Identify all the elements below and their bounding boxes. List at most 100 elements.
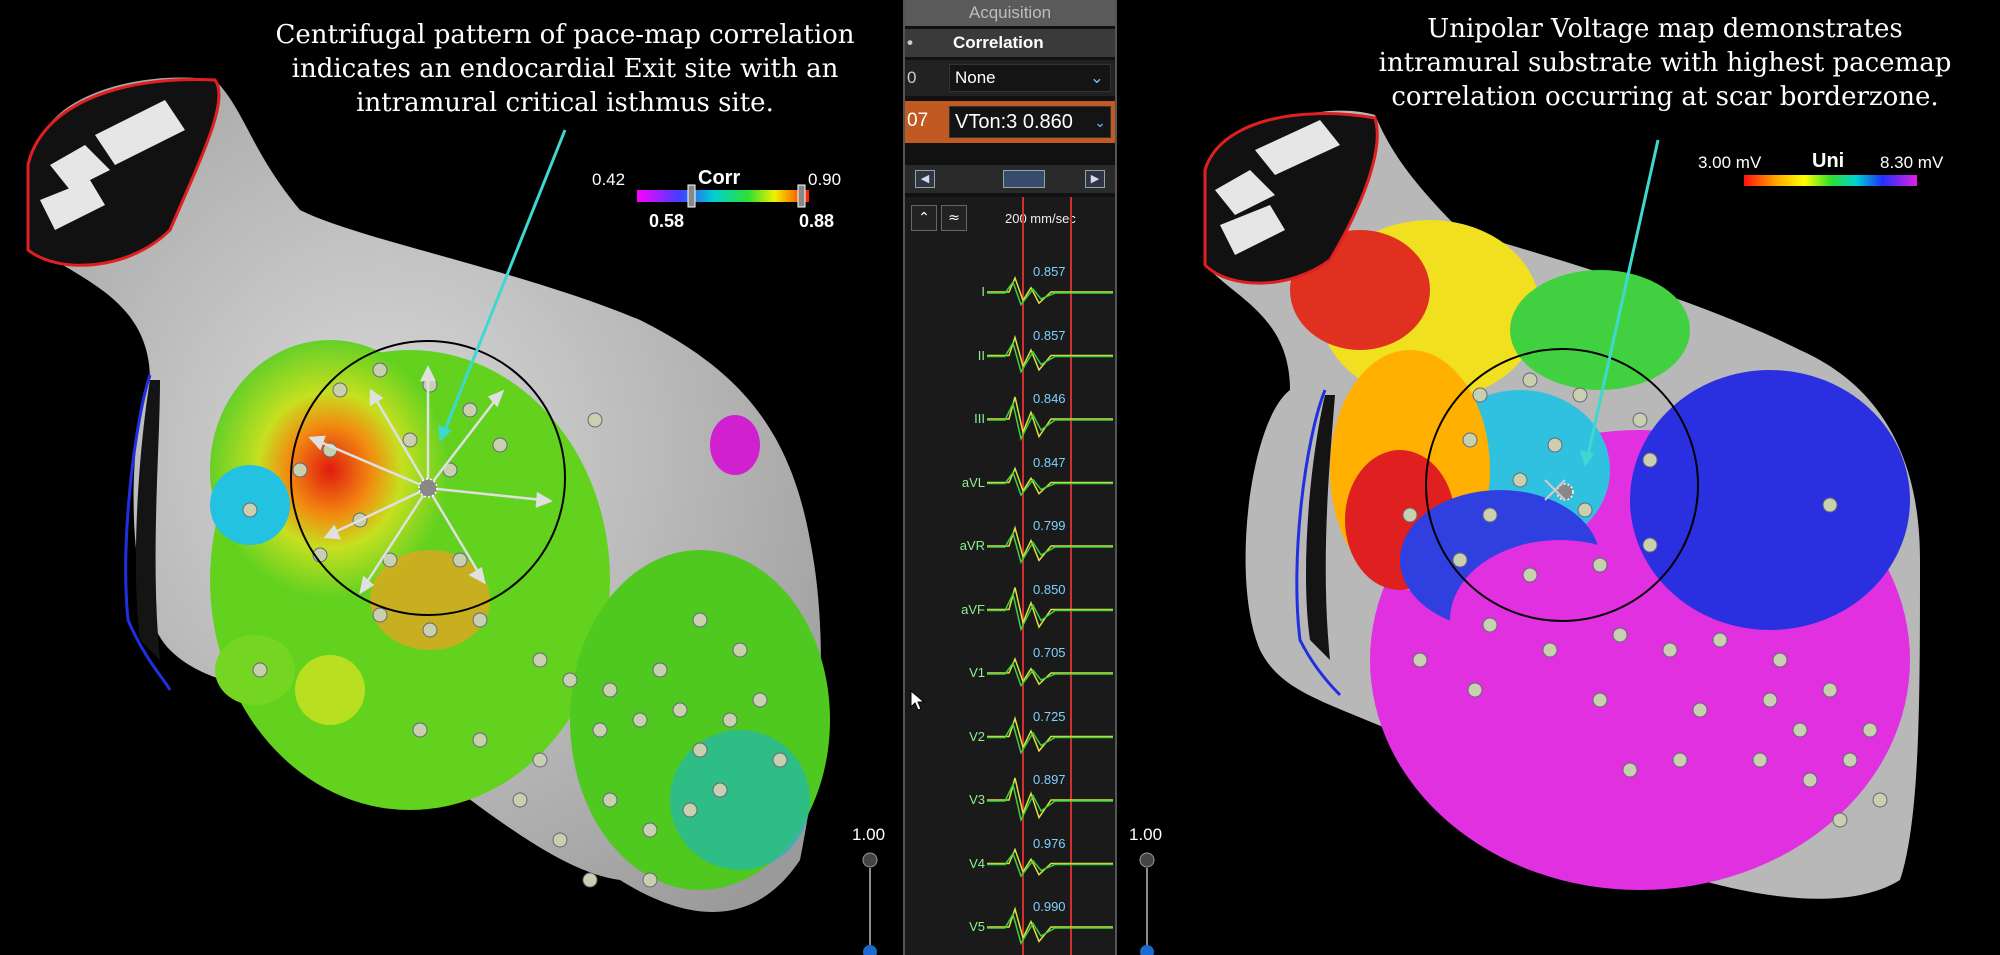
uni-scale-title: Uni [1812,150,1845,172]
ecg-lead-correlation: 0.857 [1033,264,1066,279]
ecg-lead-correlation: 0.976 [1033,835,1066,851]
scroll-left-button[interactable]: ◀ [915,170,935,188]
row1-select-value: None [955,68,996,87]
ecg-panel: Acquisition • Correlation 0 None ⌄ 07 VT… [903,0,1117,955]
acquisition-tab[interactable]: Acquisition [905,0,1115,26]
ecg-lead-correlation: 0.799 [1033,518,1066,533]
ecg-trace [987,721,1113,755]
correlation-row-1[interactable]: 0 None ⌄ [905,60,1115,96]
uni-scale-bar [1744,175,1917,186]
corr-scale-bar [637,190,809,202]
right-annotation: Unipolar Voltage map demonstrates intram… [1355,12,1975,114]
ecg-trace [987,525,1113,562]
ecg-trace [987,275,1113,305]
ecg-lead-label: V3 [969,792,985,807]
ecg-trace [987,852,1113,878]
ecg-trace [987,466,1113,495]
ecg-lead-correlation: 0.857 [1033,327,1066,343]
ecg-trace [987,715,1113,753]
ecg-lead-label: V2 [969,728,985,744]
row1-select[interactable]: None ⌄ [949,64,1111,92]
caliper-tool-icon[interactable]: ⌃ [911,205,937,231]
corr-patches [210,340,830,890]
ecg-trace [987,340,1113,374]
ecg-lead-correlation: 0.897 [1033,772,1066,787]
left-annotation-line3: intramural critical isthmus site. [356,88,774,118]
ecg-lead-label: aVF [961,601,985,617]
ecg-lead-label: I [981,284,985,299]
horizontal-scrollbar[interactable]: ◀ ▶ [905,165,1115,193]
correlation-row-2[interactable]: 07 VTon:3 0.860 ⌄ [905,101,1115,143]
ecg-lead-label: V5 [969,919,985,934]
chevron-down-icon: ⌄ [1094,114,1106,130]
corr-scale-title: Corr [698,167,741,189]
row2-select-value: VTon:3 0.860 [955,111,1073,133]
mouse-cursor-icon [910,690,926,711]
ecg-lead-label: aVL [961,474,985,490]
ecg-lead-correlation: 0.725 [1033,708,1066,724]
right-annotation-arrow [1586,139,1660,456]
row2-index: 07 [907,110,929,131]
unipolar-patches [1290,220,1910,890]
waveform-tool-icon[interactable]: ≈ [941,205,967,231]
zoom-right-value: 1.00 [1129,825,1163,844]
ecg-lead-correlation: 0.705 [1033,645,1066,660]
ecg-trace [987,847,1113,876]
uni-scale-max: 8.30 mV [1880,153,1944,172]
right-annotation-line2: intramural substrate with highest pacema… [1378,48,1952,78]
right-site-marker [1544,479,1574,501]
ecg-lead-correlation: 0.850 [1033,581,1066,597]
left-corr-map[interactable] [0,0,900,955]
corr-scale-min: 0.42 [592,170,626,189]
ecg-trace [987,661,1113,688]
left-annotation-line2: indicates an endocardial Exit site with … [291,54,839,84]
ecg-tracing-area[interactable]: ⌃ ≈ 200 mm/sec I 0.857 II 0.857 III 0.846 aVL 0… [905,197,1115,955]
right-annotation-line3: correlation occurring at scar borderzone… [1391,82,1939,112]
ecg-lead-correlation: 0.847 [1033,454,1066,470]
corr-high-threshold[interactable]: 0.88 [799,211,835,231]
ecg-lead-label: II [977,347,985,363]
zoom-left-value: 1.00 [852,825,886,844]
left-annotation-line1: Centrifugal pattern of pace-map correlat… [275,20,855,50]
exit-site-marker [418,478,438,498]
left-annotation: Centrifugal pattern of pace-map correlat… [270,18,860,120]
ecg-trace [987,280,1113,307]
corr-scale-max: 0.90 [808,170,842,189]
ecg-trace [987,531,1113,565]
ecg-trace [987,777,1113,820]
zoom-right-button [1139,852,1155,868]
exit-site-circle [290,340,566,616]
ecg-trace [987,334,1113,372]
correlation-header-dot: • [907,33,913,52]
zoom-left-button [862,852,878,868]
right-map-points [1402,372,1888,828]
row2-select[interactable]: VTon:3 0.860 ⌄ [949,106,1111,138]
ecg-lead-label: aVR [959,538,985,553]
corr-low-threshold[interactable]: 0.58 [649,211,685,231]
ecg-lead-label: V4 [969,855,985,871]
left-map-points [242,362,788,888]
ecg-lead-label: III [974,411,985,426]
uni-scale-min: 3.00 mV [1698,153,1762,172]
right-septal-outline [1295,389,1342,697]
scroll-right-button[interactable]: ▶ [1085,170,1105,188]
ecg-trace [987,401,1113,442]
ecg-lead-label: V1 [969,665,985,680]
ecg-lead-correlation: 0.990 [1033,899,1066,914]
right-region-circle [1425,348,1699,622]
centrifugal-arrows [308,365,553,595]
ecg-trace [987,396,1113,439]
ecg-trace [987,591,1113,632]
ecg-lead-correlation: 0.846 [1033,391,1066,406]
row1-index: 0 [907,68,917,87]
ecg-trace [987,906,1113,943]
scroll-thumb[interactable] [1003,170,1045,188]
left-annotation-arrow [443,129,567,431]
ecg-trace [987,912,1113,946]
ecg-trace [987,587,1113,629]
correlation-header-label: Correlation [953,33,1044,52]
chevron-down-icon: ⌄ [1089,68,1104,87]
ecg-trace [987,656,1113,686]
ecg-traces [987,197,1113,955]
